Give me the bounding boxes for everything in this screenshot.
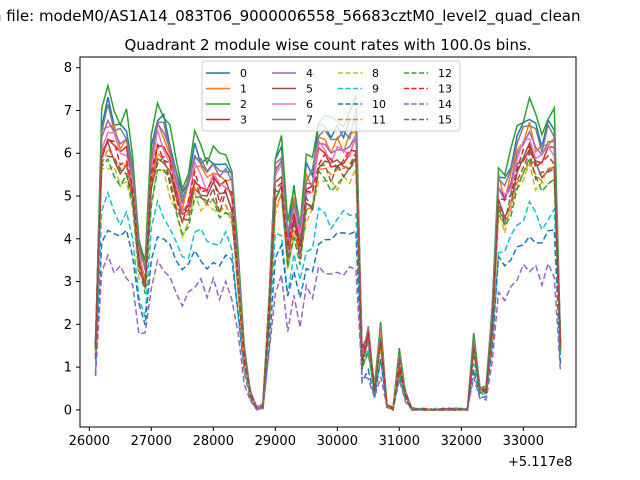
legend-box (201, 60, 461, 132)
legend-label-9: 9 (372, 83, 379, 96)
legend-label-11: 11 (372, 114, 386, 127)
y-tick-label: 6 (64, 147, 72, 162)
series-line-12 (94, 155, 562, 411)
x-tick-label: 30000 (317, 434, 358, 449)
y-tick-label: 4 (64, 232, 72, 247)
legend-label-14: 14 (438, 98, 452, 111)
x-tick-label: 29000 (255, 434, 296, 449)
legend-label-13: 13 (438, 83, 452, 96)
series-line-9 (94, 190, 562, 411)
x-axis: 26000 27000 28000 29000 30000 31000 32000 33000 (69, 427, 544, 449)
axes-frame (79, 56, 577, 428)
x-tick-label: 27000 (131, 434, 172, 449)
y-tick-label: 5 (64, 190, 72, 205)
series-line-10 (94, 228, 562, 411)
x-tick-label: 31000 (379, 434, 420, 449)
x-tick-label: 28000 (193, 434, 234, 449)
series-line-14 (94, 252, 562, 412)
y-tick-label: 1 (64, 361, 72, 376)
legend-label-6: 6 (306, 98, 313, 111)
legend-label-1: 1 (240, 83, 247, 96)
legend-label-10: 10 (372, 98, 386, 111)
legend-label-7: 7 (306, 114, 313, 127)
legend-label-2: 2 (240, 98, 247, 111)
legend-label-15: 15 (438, 114, 452, 127)
legend-label-4: 4 (306, 67, 313, 80)
y-tick-label: 2 (64, 318, 72, 333)
legend-label-12: 12 (438, 67, 452, 80)
series-line-13 (94, 138, 562, 411)
x-tick-label: 32000 (441, 434, 482, 449)
figure-suptitle: n file: modeM0/AS1A14_083T06_9000006558_… (0, 7, 581, 26)
x-tick-label: 26000 (69, 434, 110, 449)
y-tick-label: 0 (64, 403, 72, 418)
y-tick-label: 7 (64, 104, 72, 119)
series-line-7 (94, 103, 562, 411)
y-axis: 0 1 2 3 4 5 6 7 8 (64, 61, 80, 418)
series-line-15 (94, 150, 562, 411)
y-tick-label: 3 (64, 275, 72, 290)
legend-label-5: 5 (306, 83, 313, 96)
y-tick-label: 8 (64, 61, 72, 76)
x-offset-label: +5.117e8 (508, 455, 572, 470)
chart-title: Quadrant 2 module wise count rates with … (124, 36, 531, 54)
legend-label-3: 3 (240, 114, 247, 127)
legend-label-8: 8 (372, 67, 379, 80)
x-tick-label: 33000 (503, 434, 544, 449)
legend-label-0: 0 (240, 67, 247, 80)
